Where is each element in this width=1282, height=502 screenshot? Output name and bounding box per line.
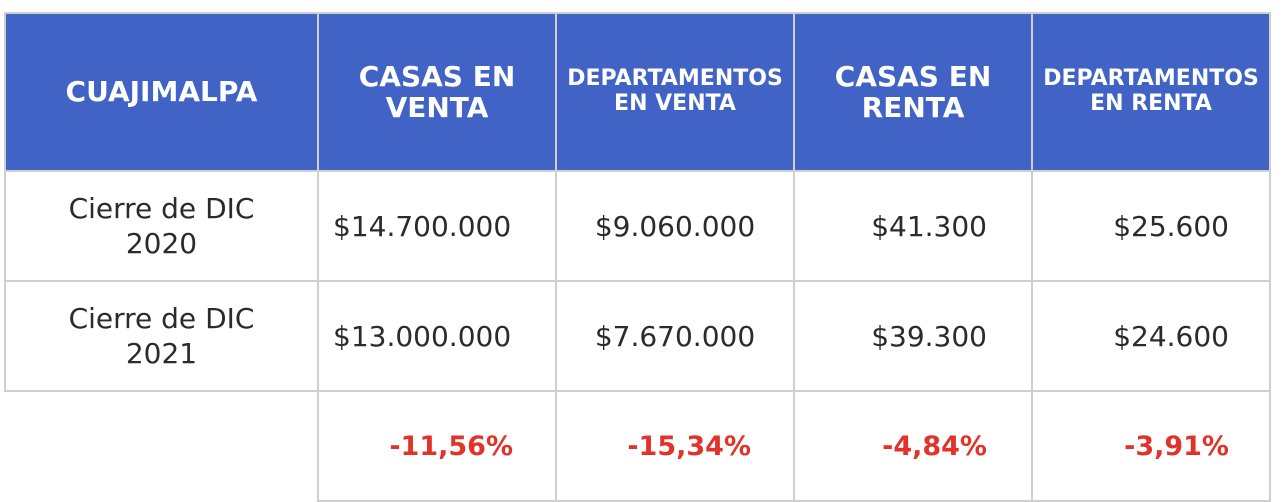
header-departamentos-en-venta: DEPARTAMENTOS EN VENTA <box>555 12 795 172</box>
table-row: Cierre de DIC 2021 $13.000.000 $7.670.00… <box>4 280 1271 392</box>
change-casas-renta: -4,84% <box>793 390 1033 502</box>
header-departamentos-en-renta: DEPARTAMENTOS EN RENTA <box>1031 12 1271 172</box>
row-label-line1: Cierre de DIC <box>68 192 255 225</box>
price-comparison-table: CUAJIMALPA CASAS EN VENTA DEPARTAMENTOS … <box>4 12 1271 502</box>
header-casas-en-venta: CASAS EN VENTA <box>317 12 557 172</box>
empty-cell <box>5 390 319 501</box>
change-departamentos-renta: -3,91% <box>1031 390 1271 502</box>
row-label-line1: Cierre de DIC <box>68 302 255 335</box>
cell-casas-renta: $39.300 <box>793 280 1033 392</box>
cell-departamentos-venta: $7.670.000 <box>555 280 795 392</box>
header-cuajimalpa: CUAJIMALPA <box>4 12 319 172</box>
cell-casas-venta: $13.000.000 <box>317 280 557 392</box>
change-departamentos-venta: -15,34% <box>555 390 795 502</box>
cell-casas-renta: $41.300 <box>793 170 1033 282</box>
change-row: -11,56% -15,34% -4,84% -3,91% <box>5 390 1271 502</box>
row-label: Cierre de DIC 2021 <box>4 280 319 392</box>
cell-departamentos-renta: $25.600 <box>1031 170 1271 282</box>
cell-casas-venta: $14.700.000 <box>317 170 557 282</box>
table-header-row: CUAJIMALPA CASAS EN VENTA DEPARTAMENTOS … <box>4 12 1271 172</box>
row-label-line2: 2021 <box>125 337 198 370</box>
cell-departamentos-venta: $9.060.000 <box>555 170 795 282</box>
table-row: Cierre de DIC 2020 $14.700.000 $9.060.00… <box>4 170 1271 282</box>
cell-departamentos-renta: $24.600 <box>1031 280 1271 392</box>
row-label: Cierre de DIC 2020 <box>4 170 319 282</box>
change-casas-venta: -11,56% <box>317 390 557 502</box>
header-casas-en-renta: CASAS EN RENTA <box>793 12 1033 172</box>
row-label-line2: 2020 <box>125 227 198 260</box>
